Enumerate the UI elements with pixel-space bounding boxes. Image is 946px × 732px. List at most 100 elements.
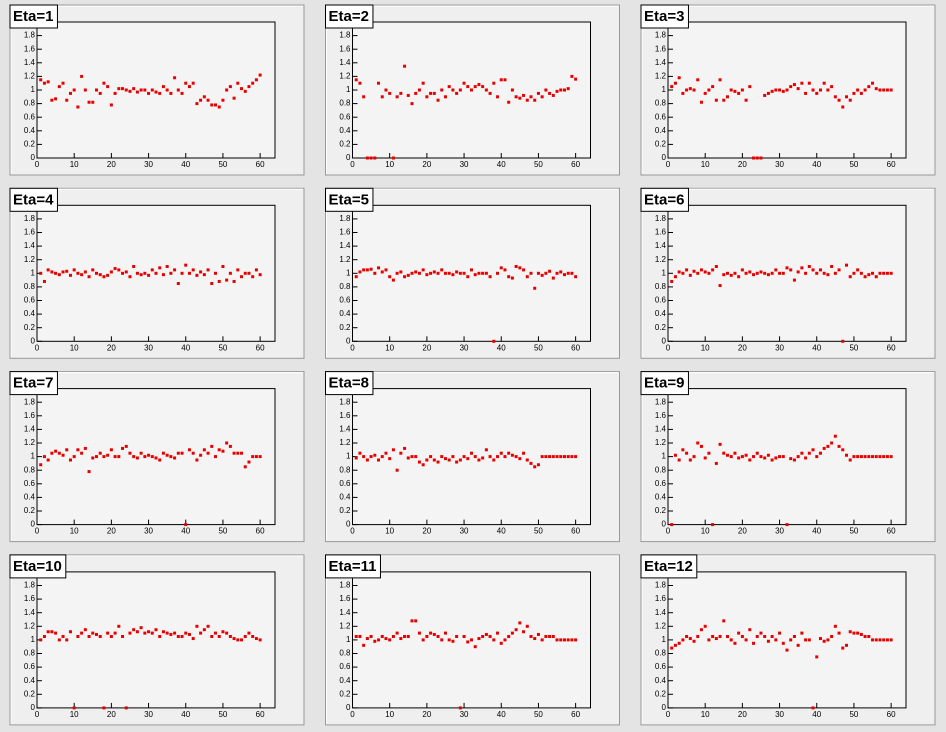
y-tick-label: 1 xyxy=(31,635,36,644)
x-tick-label: 50 xyxy=(849,710,858,719)
point xyxy=(106,85,110,89)
point xyxy=(574,638,578,642)
panel: 0 0.2 0.4 0.6 0.8 1 1.2 1.4 1.6 1.8 0 10 20 30 40 50 60 E… xyxy=(9,4,305,176)
x-tick-label: 20 xyxy=(422,710,431,719)
point xyxy=(673,81,677,85)
point xyxy=(699,100,703,104)
point xyxy=(533,286,537,290)
point xyxy=(785,648,789,652)
point xyxy=(729,455,733,459)
point xyxy=(859,271,863,275)
point xyxy=(677,458,681,462)
x-tick-label: 40 xyxy=(497,710,506,719)
point xyxy=(488,635,492,638)
y-tick-label: 1.6 xyxy=(339,228,351,237)
point xyxy=(822,81,826,85)
point xyxy=(804,638,808,642)
y-tick-label: 0.6 xyxy=(655,296,667,305)
point xyxy=(406,456,410,460)
point xyxy=(91,100,95,104)
point xyxy=(199,453,203,457)
point xyxy=(447,271,451,275)
point xyxy=(455,91,459,95)
point xyxy=(792,458,796,462)
y-tick-label: 1.4 xyxy=(655,608,667,617)
point xyxy=(214,631,217,635)
point xyxy=(722,451,726,455)
point xyxy=(102,455,106,459)
point xyxy=(143,88,147,92)
point xyxy=(87,635,91,638)
point xyxy=(763,635,767,638)
x-tick-label: 30 xyxy=(775,710,784,719)
y-tick-label: 0.6 xyxy=(655,112,667,121)
point xyxy=(488,91,492,95)
y-tick-label: 0.2 xyxy=(339,323,351,332)
point xyxy=(354,275,358,279)
point xyxy=(473,85,477,89)
point xyxy=(421,638,425,642)
point xyxy=(458,458,462,462)
point xyxy=(206,98,210,102)
x-tick-label: 20 xyxy=(107,343,116,352)
point xyxy=(733,271,737,275)
point xyxy=(462,455,466,459)
x-tick-label: 60 xyxy=(256,160,265,169)
point xyxy=(759,156,763,160)
point xyxy=(154,90,158,94)
point xyxy=(176,635,180,638)
point xyxy=(800,451,804,455)
point xyxy=(466,85,470,89)
point xyxy=(759,631,763,635)
point xyxy=(436,635,440,638)
y-tick-label: 0.8 xyxy=(655,465,667,474)
panel: 0 0.2 0.4 0.6 0.8 1 1.2 1.4 1.6 1.8 0 10 20 30 40 50 60 E… xyxy=(640,554,936,726)
point xyxy=(481,635,485,638)
point xyxy=(150,455,154,459)
panel: 0 0.2 0.4 0.6 0.8 1 1.2 1.4 1.6 1.8 0 10 20 30 40 50 60 E… xyxy=(640,4,936,176)
point xyxy=(358,81,362,85)
point xyxy=(841,646,845,650)
point xyxy=(436,460,440,464)
point xyxy=(154,628,158,632)
point xyxy=(536,632,540,636)
point xyxy=(135,456,139,460)
point xyxy=(54,271,58,275)
point xyxy=(232,96,236,100)
y-tick-label: 1.6 xyxy=(339,411,351,420)
y-tick-label: 1 xyxy=(662,452,667,461)
point xyxy=(440,268,444,272)
y-tick-label: 1 xyxy=(31,268,36,277)
point xyxy=(210,635,214,638)
point xyxy=(39,638,43,642)
point xyxy=(158,635,162,638)
point xyxy=(570,455,574,459)
point xyxy=(781,455,785,459)
point xyxy=(358,270,362,274)
point xyxy=(443,95,447,99)
point xyxy=(191,637,195,641)
point xyxy=(818,451,822,455)
point xyxy=(369,267,373,271)
x-tick-label: 10 xyxy=(385,710,394,719)
point xyxy=(462,81,466,85)
point xyxy=(451,88,455,92)
point xyxy=(681,271,685,275)
point xyxy=(845,643,848,647)
point xyxy=(455,635,459,638)
point xyxy=(540,95,544,99)
y-tick-label: 1.8 xyxy=(24,397,36,406)
point xyxy=(492,81,496,85)
point xyxy=(673,453,677,457)
point xyxy=(388,457,392,461)
point xyxy=(848,98,852,102)
y-tick-label: 0.4 xyxy=(655,676,667,685)
point xyxy=(173,268,177,272)
point xyxy=(673,275,677,279)
point xyxy=(150,631,154,635)
point xyxy=(458,88,462,92)
point xyxy=(733,89,737,93)
point xyxy=(50,630,54,634)
point xyxy=(39,271,43,275)
point xyxy=(562,273,566,277)
